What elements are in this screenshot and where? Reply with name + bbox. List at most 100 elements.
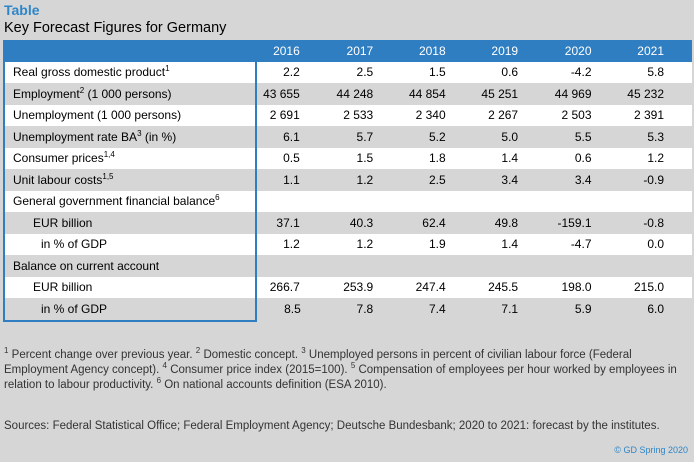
value: 247.4 xyxy=(415,280,446,295)
footnote-text: Compensation of employees per hour worke… xyxy=(4,364,677,391)
value-cell: 1.2 xyxy=(328,233,402,255)
value-cell: 7.8 xyxy=(328,298,402,321)
value-cell: 0.5 xyxy=(255,147,329,169)
value: 5.0 xyxy=(501,129,519,144)
table-row: EUR billion 37.1 40.3 62.4 49.8 -159.1 -0.8 xyxy=(3,212,692,234)
value-cell: 2 691 xyxy=(255,104,329,126)
value: 1.9 xyxy=(428,237,446,252)
value: 1.2 xyxy=(283,237,300,252)
value: -4.7 xyxy=(570,237,592,252)
value: 5.3 xyxy=(647,129,664,144)
row-label-cell: Real gross domestic product1 xyxy=(3,61,257,83)
value-cell: 5.5 xyxy=(546,126,620,148)
value-cell: 43 655 xyxy=(255,83,329,105)
value-cell: 2.5 xyxy=(328,61,402,83)
value-cell: 3.4 xyxy=(546,169,620,191)
row-label-cell: Consumer prices1,4 xyxy=(3,147,257,169)
header-label-cell xyxy=(3,40,257,62)
footnote-mark: 6 xyxy=(156,376,162,385)
value-cell: 6.0 xyxy=(619,298,692,321)
value: 6.1 xyxy=(283,129,300,144)
value-cell: 5.2 xyxy=(401,126,474,148)
table-row: in % of GDP 8.5 7.8 7.4 7.1 5.9 6.0 xyxy=(3,298,692,322)
row-label-cell: in % of GDP xyxy=(3,233,257,255)
value: 1.1 xyxy=(283,172,300,187)
row-label-cell: Unemployment rate BA3 (in %) xyxy=(3,126,257,148)
value: 0.5 xyxy=(283,151,300,166)
value: 215.0 xyxy=(633,280,664,295)
row-label: EUR billion xyxy=(33,215,93,230)
value-cell: 45 232 xyxy=(619,83,692,105)
footnote-text: Percent change over previous year. xyxy=(11,349,193,361)
column-header: 2017 xyxy=(328,40,402,62)
header-row: 2016 2017 2018 2019 2020 2021 xyxy=(3,40,692,62)
value-cell: 62.4 xyxy=(401,212,474,234)
footnote-mark: 3 xyxy=(301,346,306,355)
row-label-cell: EUR billion xyxy=(3,212,257,234)
value: 2 691 xyxy=(269,108,300,123)
table-row: Balance on current account xyxy=(3,255,692,277)
row-label: in % of GDP xyxy=(41,301,108,316)
row-label: in % of GDP xyxy=(41,237,108,252)
value: 1.5 xyxy=(428,65,446,80)
value-cell xyxy=(546,255,620,277)
value: 198.0 xyxy=(561,280,592,295)
value: 1.4 xyxy=(501,237,519,252)
row-unit: (in %) xyxy=(144,129,177,144)
row-unit: (1 000 persons) xyxy=(87,86,172,101)
value: 5.2 xyxy=(428,129,446,144)
row-label: Unit labour costs xyxy=(13,172,103,187)
value: 37.1 xyxy=(276,215,300,230)
value-cell: 2 391 xyxy=(619,104,692,126)
footnote-mark: 1 xyxy=(4,346,9,355)
table-row: Unit labour costs1,5 1.1 1.2 2.5 3.4 3.4 -0.9 xyxy=(3,169,692,191)
value: 7.8 xyxy=(356,302,374,317)
value: 2 533 xyxy=(343,108,374,123)
value-cell: 44 248 xyxy=(328,83,402,105)
value: 3.4 xyxy=(501,172,519,187)
value: 6.0 xyxy=(647,302,664,317)
footnote-ref: 3 xyxy=(137,128,142,138)
footnote-text: On national accounts definition (ESA 201… xyxy=(164,379,387,391)
table-row: Consumer prices1,4 0.5 1.5 1.8 1.4 0.6 1.2 xyxy=(3,147,692,169)
value-cell: 1.9 xyxy=(401,233,474,255)
value: 5.5 xyxy=(574,129,592,144)
value-cell: 198.0 xyxy=(546,276,620,298)
row-label-cell: in % of GDP xyxy=(3,298,257,322)
value-cell xyxy=(328,190,402,212)
value-cell: 40.3 xyxy=(328,212,402,234)
table-row: Unemployment rate BA3 (in %) 6.1 5.7 5.2 5.0… xyxy=(3,126,692,148)
value-cell: 5.8 xyxy=(619,61,692,83)
value: 1.2 xyxy=(356,172,374,187)
value: 5.7 xyxy=(356,129,374,144)
footnote-ref: 1,4 xyxy=(103,150,115,160)
value: -0.9 xyxy=(643,172,664,187)
value-cell: 5.7 xyxy=(328,126,402,148)
value-cell: 247.4 xyxy=(401,276,474,298)
row-label-cell: Employment2 (1 000 persons) xyxy=(3,83,257,105)
value-cell: 1.5 xyxy=(401,61,474,83)
value-cell xyxy=(255,255,329,277)
value: 1.2 xyxy=(356,237,374,252)
value: 62.4 xyxy=(422,215,446,230)
row-label: Unemployment rate BA xyxy=(13,129,138,144)
value: 253.9 xyxy=(343,280,374,295)
row-label: Consumer prices xyxy=(13,151,104,166)
column-header: 2019 xyxy=(473,40,547,62)
value-cell: 1.8 xyxy=(401,147,474,169)
value: 2.5 xyxy=(356,65,374,80)
value-cell: 3.4 xyxy=(473,169,547,191)
value: 2.2 xyxy=(283,65,300,80)
value-cell: 8.5 xyxy=(255,298,329,321)
value-cell: 2 267 xyxy=(473,104,547,126)
value: 45 232 xyxy=(627,86,664,101)
table-row: EUR billion 266.7 253.9 247.4 245.5 198.0 215.… xyxy=(3,276,692,298)
value: 44 248 xyxy=(336,86,374,101)
value-cell: 215.0 xyxy=(619,276,692,298)
value-cell: 1.2 xyxy=(328,169,402,191)
row-label: EUR billion xyxy=(33,280,93,295)
value: 44 969 xyxy=(554,86,592,101)
value-cell xyxy=(473,190,547,212)
value: 7.4 xyxy=(428,302,446,317)
